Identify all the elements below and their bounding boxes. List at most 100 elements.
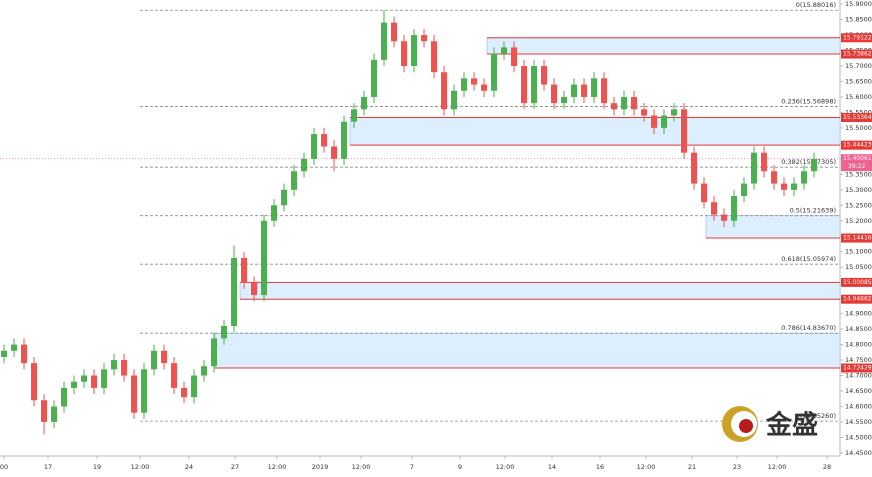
candle-body [181, 387, 187, 398]
x-tick-label: 12:00 [496, 463, 515, 471]
candle-body [151, 350, 157, 370]
y-tick-label: 15.55000 [845, 108, 872, 116]
y-tick-label: 14.60000 [845, 402, 872, 410]
watermark-text: 金盛 [765, 410, 818, 441]
y-tick-label: 15.30000 [845, 186, 872, 194]
logo-dot [739, 419, 753, 433]
fib-label: 0.382(15.37305) [781, 158, 836, 166]
candle-body [201, 366, 207, 376]
x-tick-label: 27 [231, 463, 239, 471]
candle-body [691, 152, 697, 184]
candle-body [341, 121, 347, 159]
candle-body [811, 158, 817, 172]
x-tick-label: 2019 [312, 463, 329, 471]
zone [349, 117, 841, 146]
candle-body [421, 35, 427, 42]
candle-body [211, 338, 217, 367]
candle-body [461, 78, 467, 91]
candle-body [61, 387, 67, 407]
y-tick-label: 14.70000 [845, 372, 872, 380]
level-tag [841, 140, 872, 150]
fib-label: 0.786(14.83670) [781, 324, 836, 332]
y-tick-label: 14.65000 [845, 387, 872, 395]
candle-body [331, 146, 337, 159]
y-tick-label: 14.75000 [845, 356, 872, 364]
countdown-label: 39:22 [848, 163, 865, 170]
candle-body [481, 84, 487, 91]
last-price-label: 15.40061 [843, 155, 872, 162]
y-tick-label: 15.85000 [845, 16, 872, 24]
candle-body [111, 360, 117, 370]
candle-body [291, 171, 297, 190]
watermark-logo: 金盛 [722, 406, 818, 442]
zone [239, 282, 841, 300]
candle-body [91, 375, 97, 388]
x-tick-label: 7 [410, 463, 414, 471]
fib-label: 0.236(15.56898) [781, 98, 836, 106]
candle-body [641, 109, 647, 116]
x-tick-label: 24 [185, 463, 193, 471]
candle-body [281, 189, 287, 206]
level-label: 15.53364 [843, 114, 872, 121]
candle-body [511, 47, 517, 66]
candle-body [741, 183, 747, 196]
candle-body [161, 350, 167, 364]
level-tag [841, 49, 872, 59]
y-tick-label: 15.25000 [845, 201, 872, 209]
last-price-tag [841, 154, 872, 172]
candle-body [771, 171, 777, 184]
candle-body [591, 78, 597, 97]
fib-label: 0.5(15.21639) [790, 207, 836, 215]
candle-body [361, 96, 367, 110]
candle-body [501, 47, 507, 54]
candle-body [791, 183, 797, 190]
lines: 0(15.88016) 0.236(15.56898) 0.382(15.37305… [0, 1, 840, 422]
level-tag [841, 294, 872, 304]
y-tick-label: 14.80000 [845, 341, 872, 349]
y-tick-label: 15.90000 [845, 0, 872, 8]
y-tick-label: 14.90000 [845, 310, 872, 318]
level-tag [841, 277, 872, 287]
level-label: 15.14416 [843, 235, 872, 242]
candle-body [11, 344, 17, 351]
candle-body [121, 360, 127, 376]
candle-body [351, 109, 357, 122]
candle-body [781, 183, 787, 190]
candle-body [521, 66, 527, 104]
candle-body [321, 134, 327, 147]
level-tag [841, 233, 872, 243]
x-tick-label: 19 [93, 463, 101, 471]
candle-body [471, 78, 477, 85]
y-tick-label: 15.20000 [845, 217, 872, 225]
candle-body [411, 35, 417, 66]
x-tick-label: 12:00 [352, 463, 371, 471]
candle-body [491, 53, 497, 91]
candle-body [431, 41, 437, 73]
fib-label: 0.618(15.05974) [781, 255, 836, 263]
candle-body [451, 90, 457, 110]
candle-body [721, 214, 727, 221]
candle-body [311, 134, 317, 159]
candle-body [71, 381, 77, 388]
candle-body [261, 220, 267, 296]
candle-body [41, 400, 47, 422]
candle-body [651, 115, 657, 128]
level-tag [841, 33, 872, 43]
x-tick-label: 12:00 [131, 463, 150, 471]
candle-body [241, 257, 247, 283]
candle-body [551, 84, 557, 104]
y-tick-label: 15.65000 [845, 77, 872, 85]
fib-label: 0(15.88016) [796, 1, 836, 9]
level-label: 14.72429 [843, 365, 872, 372]
candle-body [761, 152, 767, 172]
candle-body [51, 406, 57, 422]
candle-body [171, 363, 177, 388]
candle-body [1, 350, 7, 357]
candle-body [391, 22, 397, 42]
y-tick-label: 15.70000 [845, 62, 872, 70]
candles [1, 10, 817, 435]
candle-body [601, 78, 607, 104]
candle-body [751, 152, 757, 184]
candle-body [701, 183, 707, 203]
